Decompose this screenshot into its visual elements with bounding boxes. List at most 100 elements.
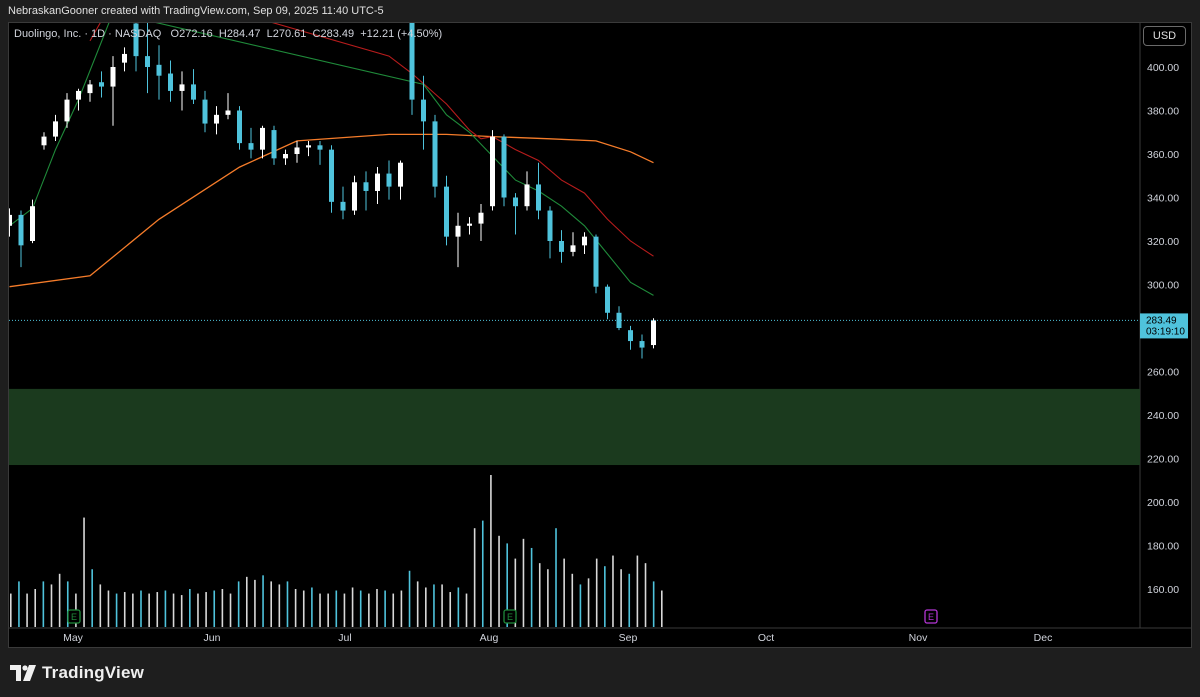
candle-body	[214, 114, 219, 124]
candle-body	[421, 99, 426, 122]
candle-body	[605, 286, 610, 313]
volume-bar	[498, 535, 500, 627]
candle-body	[524, 184, 530, 207]
volume-bar	[612, 555, 614, 627]
volume-bar	[514, 558, 517, 627]
candle-body	[478, 212, 484, 224]
volume-bar	[579, 584, 582, 627]
legend-low: 270.61	[272, 28, 307, 40]
volume-bar	[237, 581, 240, 627]
volume-bar	[481, 520, 484, 627]
currency-selector[interactable]: USD	[1143, 26, 1186, 46]
candle-body	[432, 121, 438, 187]
volume-bar	[91, 569, 93, 627]
candle-body	[444, 186, 449, 237]
volume-bar	[343, 593, 346, 627]
price-tick-label: 160.00	[1147, 584, 1179, 596]
volume-bar	[245, 576, 248, 627]
volume-bar	[465, 593, 468, 627]
candle-body	[179, 84, 185, 91]
candle-body	[352, 182, 357, 211]
volume-bar	[83, 517, 85, 627]
volume-bar	[107, 590, 110, 627]
volume-bar	[164, 590, 167, 627]
volume-bar	[172, 593, 175, 627]
candle-body	[547, 210, 553, 241]
earnings-icon-label: E	[928, 612, 934, 622]
volume-bar	[311, 587, 313, 627]
volume-bar	[433, 584, 435, 627]
volume-bar	[42, 581, 45, 627]
ma-slow-line	[9, 133, 654, 288]
volume-bar	[140, 590, 142, 627]
candles-group	[9, 23, 656, 359]
candle-body	[248, 143, 254, 150]
volume-bar	[58, 573, 61, 627]
price-tick-label: 260.00	[1147, 367, 1179, 379]
volume-bar	[351, 587, 354, 627]
tradingview-logo[interactable]: TradingView	[10, 661, 144, 685]
candle-body	[317, 145, 323, 150]
volume-bar	[221, 589, 224, 627]
volume-bar	[156, 592, 159, 627]
volume-bar	[522, 538, 525, 627]
volume-bar	[229, 593, 232, 627]
attribution-bar: NebraskanGooner created with TradingView…	[0, 0, 1200, 22]
volume-bar	[115, 593, 118, 627]
earnings-icon	[503, 609, 517, 624]
volume-bar	[10, 593, 12, 627]
candle-body	[191, 84, 196, 100]
candle-body	[582, 236, 587, 246]
time-tick-label: Jul	[338, 632, 351, 644]
price-tick-label: 220.00	[1147, 454, 1179, 466]
candle-body	[110, 67, 116, 87]
volume-bar	[628, 573, 631, 627]
candle-body	[202, 99, 208, 124]
earnings-icon	[67, 609, 81, 624]
price-tick-label: 340.00	[1147, 193, 1179, 205]
legend-close-label: C	[312, 28, 321, 40]
volume-bar	[620, 569, 622, 627]
volume-bar	[302, 590, 305, 627]
volume-bar	[148, 593, 150, 627]
candle-body	[18, 214, 24, 246]
support-zone	[9, 388, 1140, 466]
price-tick-label: 200.00	[1147, 497, 1179, 509]
candle-body	[306, 145, 311, 148]
volume-bar	[473, 528, 476, 627]
price-chart[interactable]: 400.00 380.00 360.00 340.00 320.00 300.00 260.…	[0, 0, 1200, 648]
volume-bar	[254, 579, 256, 627]
candle-body	[283, 154, 288, 159]
price-tick-label: 400.00	[1147, 62, 1179, 74]
volume-bar	[327, 593, 329, 627]
volume-bar	[604, 566, 606, 627]
legend-open-label: O	[170, 28, 180, 40]
volume-bar	[587, 578, 590, 627]
volume-bar	[99, 584, 102, 627]
volume-bar	[294, 589, 297, 627]
volume-bar	[555, 528, 557, 627]
volume-bar	[180, 595, 183, 627]
candle-body	[490, 136, 495, 207]
legend-close: 283.49	[320, 28, 355, 40]
volume-bar	[376, 589, 378, 627]
time-tick-label: Sep	[619, 632, 638, 644]
candle-body	[237, 110, 242, 144]
volume-bar	[636, 555, 639, 627]
attribution-text: NebraskanGooner created with TradingView…	[8, 5, 384, 17]
candle-body	[363, 182, 369, 191]
volume-bar	[644, 563, 647, 627]
tradingview-logo-icon	[10, 665, 36, 681]
volume-bar	[547, 569, 549, 627]
last-price-countdown: 03:19:10	[1146, 326, 1185, 337]
volume-bar	[661, 590, 663, 627]
legend-symbol: Duolingo, Inc. · 1D · NASDAQ	[14, 28, 162, 40]
candle-body	[628, 330, 633, 342]
candle-body	[651, 320, 656, 346]
volume-bar	[197, 593, 199, 627]
volume-bar	[490, 475, 492, 627]
volume-bar	[262, 575, 264, 627]
volume-bar	[652, 581, 655, 627]
candle-body	[145, 56, 150, 67]
volume-bar	[449, 592, 452, 627]
